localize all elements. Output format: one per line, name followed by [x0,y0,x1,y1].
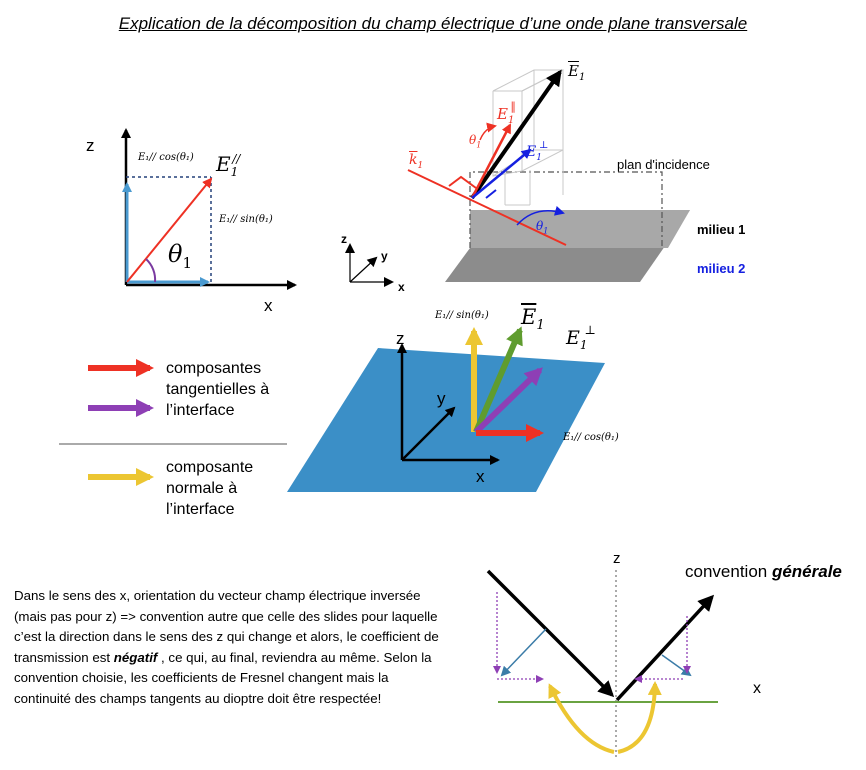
d2-milieu1-label: milieu 1 [697,222,746,237]
d1-theta-arc [145,258,157,283]
d2-theta-bottom-label: θ1 [536,219,549,236]
d1-sin-label: E₁// sin(θ₁) [219,214,273,225]
d3-e1-label: E1 [521,305,545,334]
d1-e-parallel-label: E1// [216,152,241,179]
d1-x-label: x [264,296,273,315]
d2-theta-top-label: θ1 [469,133,482,150]
d2-e1-label: E1 [568,62,586,83]
d1-e-parallel-arrow [126,177,213,283]
d1-z-label: z [86,136,95,155]
d2-gray-plane-top [470,210,690,248]
d3-z-label: z [396,329,405,348]
explanation-paragraph: Dans le sens des x, orientation du vecte… [14,588,439,706]
d2-e-parallel-arrow [470,123,512,199]
d2-small-y-label: y [381,249,388,263]
d3-e-perp-arrow [473,367,543,435]
d2-small-z-label: z [341,232,347,246]
d4-incident-arrow [486,569,615,698]
legend-tangent-text: composantes tangentielles à l’interface [166,360,270,419]
d1-cos-label: E₁// cos(θ₁) [138,152,194,163]
d2-small-y-axis [349,256,378,283]
legend-normal-text: composante normale à l’interface [166,459,254,518]
d2-plane-label: plan d'incidence [617,157,710,172]
d2-e-perp-label: E1⊥ [526,140,549,163]
d3-y-label: y [437,389,446,408]
d3-sin-label: E₁// sin(θ₁) [435,310,489,321]
diagram1-decomposition [121,128,297,290]
d2-theta-arc-bottom [516,205,565,226]
diagram2-3d-view [345,69,690,287]
d4-convention-label: convention générale [685,562,842,581]
d2-right-angle-red [448,175,477,189]
d4-z-label: z [613,550,621,567]
page-title: Explication de la décomposition du champ… [118,14,748,33]
d2-small-x-label: x [398,280,405,294]
d3-e-perp-label: E1⊥ [566,323,596,352]
d2-e-perp-arrow [471,148,532,199]
d3-cos-label: E₁// cos(θ₁) [563,432,619,443]
d3-x-label: x [476,467,485,486]
d3-blue-plane [287,348,605,492]
d4-yellow-curve-left [548,683,615,754]
d2-milieu2-label: milieu 2 [697,261,746,276]
diagram3-interface [287,326,605,492]
d4-reflected-e-arrow [661,654,692,677]
d4-reflected-arrow [615,594,715,702]
d2-k1-label: k1 [409,152,424,171]
d2-plane-of-incidence [469,171,663,248]
d3-e1-arrow [473,326,523,434]
d4-yellow-curve-right [617,681,662,754]
d2-k1-line [407,169,567,246]
d2-e-parallel-label: E1‖ [497,100,516,126]
d2-theta-arc-top [479,122,497,141]
d2-e1-arrow [470,69,562,200]
d4-incident-e-arrow [500,628,547,677]
legend-arrows [59,359,287,486]
diagram4-convention [486,569,718,760]
d1-theta-label: θ1 [168,240,192,272]
d3-y-axis [401,406,456,461]
d4-x-label: x [753,680,761,697]
d2-right-angle-blue [485,189,497,199]
